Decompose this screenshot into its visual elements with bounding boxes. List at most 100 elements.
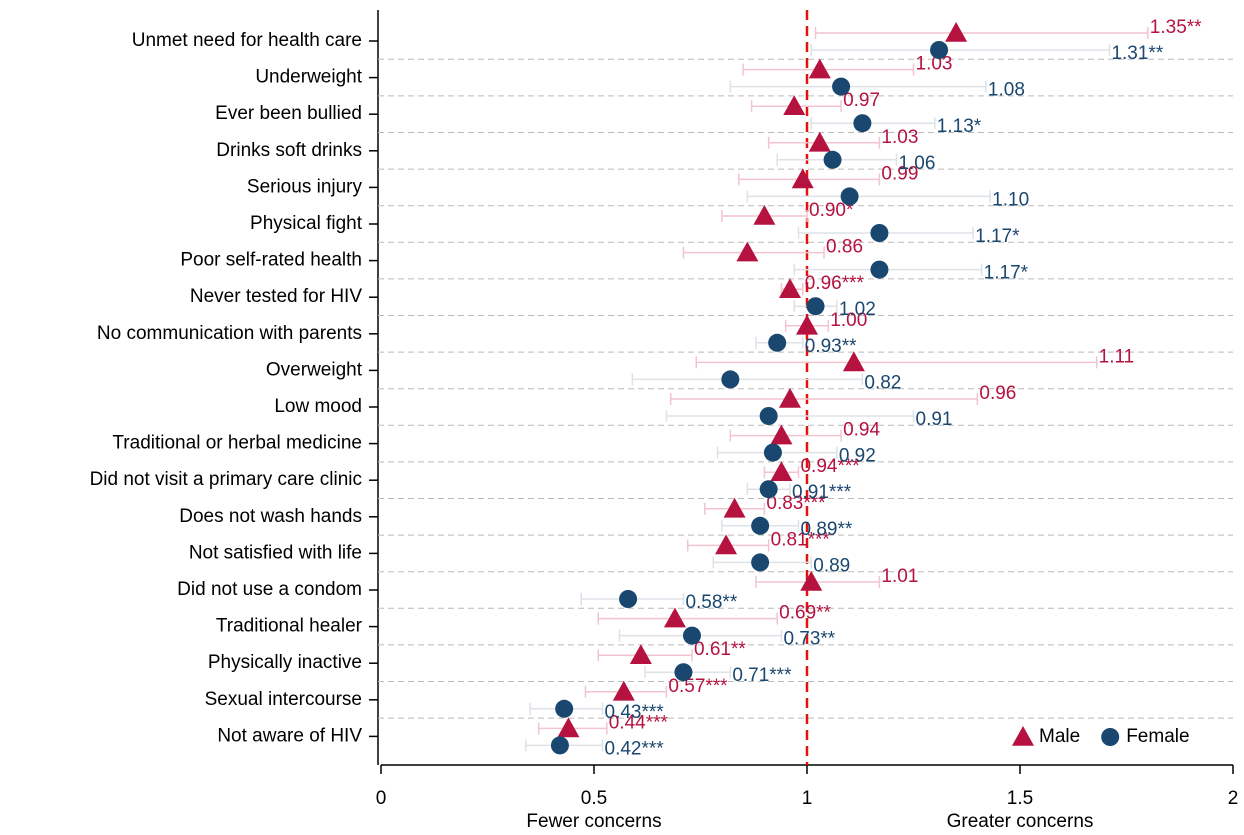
y-tick-label: Sexual intercourse — [205, 689, 362, 710]
point-circle — [870, 260, 889, 279]
point-triangle — [753, 205, 776, 225]
point-triangle — [715, 534, 738, 555]
point-circle — [555, 699, 574, 718]
y-tick-label: Did not visit a primary care clinic — [90, 469, 362, 490]
point-triangle — [783, 95, 806, 115]
y-tick-label: Ever been bullied — [215, 103, 362, 124]
legend-marker — [1012, 726, 1034, 746]
value-label: 1.00 — [830, 310, 867, 331]
x-tick-label: 1 — [802, 788, 813, 809]
value-label: 1.06 — [898, 153, 935, 174]
x-tick-label: 1.5 — [1007, 788, 1033, 809]
point-triangle — [778, 388, 801, 408]
value-label: 1.03 — [916, 54, 953, 75]
value-label: 0.89 — [813, 555, 850, 576]
value-label: 1.10 — [992, 189, 1029, 210]
value-label: 0.81*** — [771, 529, 831, 550]
value-label: 1.17* — [975, 226, 1020, 247]
y-tick-label: Underweight — [255, 67, 362, 88]
value-label: 0.44*** — [609, 712, 669, 733]
point-circle — [763, 443, 782, 462]
value-label: 0.93** — [805, 336, 857, 357]
point-circle — [840, 187, 859, 206]
point-triangle — [663, 607, 686, 628]
y-tick-label: Traditional or herbal medicine — [112, 433, 362, 454]
point-triangle — [778, 278, 801, 298]
point-circle — [823, 150, 842, 169]
point-triangle — [945, 22, 968, 42]
point-circle — [853, 114, 872, 133]
value-label: 1.01 — [881, 566, 918, 587]
value-label: 0.96*** — [805, 273, 865, 294]
x-tick-label: 0.5 — [581, 788, 607, 809]
y-tick-label: Not aware of HIV — [217, 725, 362, 746]
point-circle — [759, 480, 778, 499]
point-triangle — [770, 424, 793, 445]
point-triangle — [557, 717, 580, 738]
point-circle — [751, 553, 770, 572]
point-circle — [832, 77, 851, 96]
legend-label: Female — [1126, 726, 1189, 747]
value-label: 0.94*** — [800, 456, 860, 477]
y-tick-label: Serious injury — [247, 176, 363, 197]
value-label: 0.90* — [809, 200, 854, 221]
y-tick-label: Physically inactive — [208, 652, 362, 673]
x-tick-label: 0 — [376, 788, 387, 809]
value-label: 1.17* — [984, 263, 1029, 284]
point-triangle — [629, 644, 652, 664]
y-tick-label: Did not use a condom — [177, 579, 362, 600]
value-label: 0.73** — [783, 629, 835, 650]
y-tick-label: Drinks soft drinks — [216, 140, 362, 161]
legend-label: Male — [1039, 726, 1080, 747]
value-label: 1.03 — [881, 127, 918, 148]
value-label: 0.99 — [881, 163, 918, 184]
y-tick-label: Overweight — [266, 359, 363, 380]
point-circle — [619, 590, 638, 608]
point-circle — [759, 407, 778, 425]
value-label: 0.94 — [843, 420, 880, 441]
value-label: 0.61** — [694, 639, 746, 660]
value-label: 0.91*** — [792, 482, 852, 503]
value-label: 0.43*** — [605, 702, 665, 723]
legend-marker — [1101, 728, 1120, 746]
value-label: 0.92 — [839, 446, 876, 467]
point-triangle — [808, 58, 831, 79]
y-tick-label: Not satisfied with life — [189, 542, 362, 563]
point-circle — [682, 626, 701, 645]
value-label: 0.69** — [779, 603, 831, 624]
value-label: 1.31** — [1111, 43, 1163, 64]
x-tick-label: 2 — [1228, 788, 1239, 809]
value-label: 0.42*** — [605, 738, 665, 759]
point-triangle — [791, 168, 814, 189]
y-tick-label: Never tested for HIV — [190, 286, 362, 307]
point-triangle — [723, 497, 746, 518]
y-tick-label: Poor self-rated health — [180, 250, 362, 271]
y-tick-label: No communication with parents — [97, 323, 362, 344]
y-tick-label: Low mood — [274, 396, 362, 417]
point-circle — [806, 297, 825, 316]
y-tick-label: Physical fight — [250, 213, 363, 234]
value-label: 0.96 — [979, 383, 1016, 404]
value-label: 1.11 — [1099, 346, 1135, 367]
point-triangle — [796, 314, 818, 335]
x-annotation: Fewer concerns — [526, 811, 661, 830]
y-tick-label: Unmet need for health care — [132, 30, 362, 51]
value-label: 0.89** — [800, 519, 852, 540]
value-label: 0.91 — [916, 409, 953, 430]
value-label: 0.57*** — [668, 676, 728, 697]
point-triangle — [612, 680, 635, 701]
y-tick-label: Does not wash hands — [179, 506, 362, 527]
x-annotation: Greater concerns — [947, 811, 1094, 830]
point-circle — [930, 41, 949, 59]
value-label: 1.08 — [988, 80, 1025, 101]
value-label: 1.35** — [1150, 17, 1202, 38]
value-label: 0.83*** — [766, 493, 826, 514]
value-label: 0.58** — [685, 592, 737, 613]
point-circle — [550, 736, 569, 755]
point-triangle — [808, 131, 831, 152]
value-label: 1.02 — [839, 299, 876, 320]
point-circle — [721, 370, 740, 389]
point-circle — [674, 663, 693, 682]
